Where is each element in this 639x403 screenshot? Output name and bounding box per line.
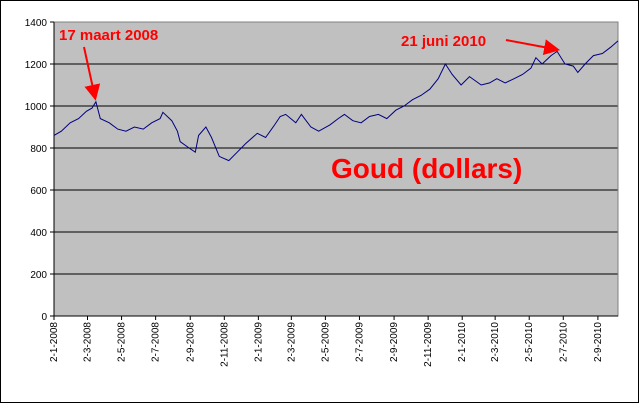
annotation-arrow	[83, 46, 101, 101]
y-tick-label: 800	[30, 144, 47, 155]
series-line-gold	[53, 40, 619, 162]
annotation-arrow	[505, 39, 561, 56]
y-tick-label: 1000	[25, 102, 48, 113]
x-tick-label: 2-3-2010	[490, 322, 501, 362]
x-tick-label: 2-1-2008	[49, 322, 60, 362]
x-tick-label: 2-3-2009	[286, 322, 297, 362]
annotation-label: 17 maart 2008	[59, 27, 158, 44]
x-tick-label: 2-7-2009	[354, 322, 365, 362]
y-axis-ticks: 0 200 400 600 800 1000 1200 1400	[25, 18, 54, 323]
x-tick-label: 2-9-2010	[593, 322, 604, 362]
annotations: 17 maart 2008 21 juni 2010	[59, 27, 561, 101]
x-tick-label: 2-5-2008	[117, 322, 128, 362]
y-tick-label: 400	[30, 228, 47, 239]
y-tick-label: 0	[41, 312, 47, 323]
y-tick-label: 600	[30, 186, 47, 197]
axes	[53, 21, 619, 317]
y-tick-label: 200	[30, 270, 47, 281]
y-tick-label: 1400	[25, 18, 48, 29]
x-axis-ticks: 2-1-2008 2-3-2008 2-5-2008 2-7-2008 2-9-2008…	[49, 316, 604, 367]
x-tick-label: 2-7-2010	[558, 322, 569, 362]
annotation-label: 21 juni 2010	[401, 33, 486, 50]
chart-title: Goud (dollars)	[331, 153, 522, 184]
x-tick-label: 2-7-2008	[151, 322, 162, 362]
x-tick-label: 2-1-2010	[457, 322, 468, 362]
x-tick-label: 2-9-2008	[185, 322, 196, 362]
x-tick-label: 2-5-2009	[320, 322, 331, 362]
x-tick-label: 2-11-2008	[219, 322, 230, 367]
x-tick-label: 2-5-2010	[524, 322, 535, 362]
x-tick-label: 2-3-2008	[83, 322, 94, 362]
y-tick-label: 1200	[25, 60, 48, 71]
x-tick-label: 2-11-2009	[423, 322, 434, 367]
x-tick-label: 2-1-2009	[253, 322, 264, 362]
x-tick-label: 2-9-2009	[389, 322, 400, 362]
plot-area	[54, 22, 618, 316]
